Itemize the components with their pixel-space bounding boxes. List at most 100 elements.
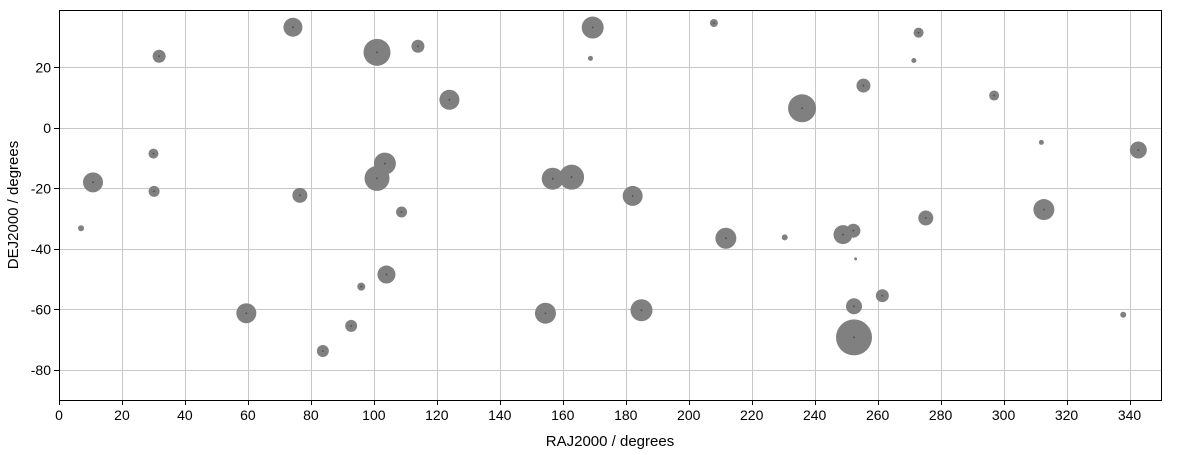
data-point	[411, 39, 425, 53]
x-tick-label: 340	[1118, 407, 1142, 423]
data-point-center	[853, 336, 855, 339]
data-point	[581, 16, 604, 39]
data-point-center	[917, 31, 920, 34]
data-point-center	[376, 177, 378, 180]
data-point	[918, 210, 934, 226]
x-tick-label: 100	[362, 407, 386, 423]
data-point-marker	[1120, 311, 1127, 318]
data-point	[396, 206, 408, 218]
data-point	[630, 299, 653, 322]
data-point-center	[551, 177, 554, 180]
data-point	[541, 167, 564, 190]
data-point	[913, 27, 924, 38]
data-point-center	[713, 22, 715, 24]
data-point	[1120, 311, 1127, 318]
data-point-center	[158, 55, 161, 58]
y-tick-labels: -80 -60 -40 -20 0 20	[31, 59, 59, 378]
data-point	[357, 282, 366, 291]
y-tick-label: -80	[31, 362, 51, 378]
data-point-center	[591, 26, 594, 29]
data-point-center	[853, 305, 855, 308]
data-point-center	[570, 176, 573, 179]
data-point-center	[993, 94, 996, 97]
data-point	[1129, 141, 1147, 159]
data-point-center	[376, 51, 378, 54]
data-point	[236, 303, 257, 324]
data-point	[788, 94, 817, 123]
x-tick-label: 280	[929, 407, 953, 423]
data-point-center	[842, 233, 844, 236]
x-tick-label: 80	[303, 407, 319, 423]
data-point	[152, 49, 166, 63]
data-point-center	[92, 181, 94, 184]
data-point	[846, 223, 861, 238]
data-point-center	[400, 211, 403, 213]
data-point-center	[245, 312, 248, 315]
data-point	[83, 172, 104, 193]
data-point	[1033, 199, 1055, 221]
data-point-center	[360, 285, 363, 288]
data-point-center	[881, 294, 884, 297]
data-point-marker	[1038, 139, 1044, 145]
y-tick-label: -20	[31, 180, 51, 196]
data-point	[377, 265, 396, 284]
data-point	[836, 319, 873, 356]
x-tick-label: 0	[55, 407, 63, 423]
y-tick-label: 0	[43, 120, 51, 136]
data-point-center	[801, 107, 803, 110]
data-point	[292, 187, 308, 203]
y-tick-label: -40	[31, 241, 51, 257]
x-tick-label: 220	[740, 407, 764, 423]
data-point-center	[640, 309, 643, 312]
grid-lines	[59, 10, 1161, 400]
data-point-marker	[781, 234, 788, 241]
y-axis-title: DEJ2000 / degrees	[5, 141, 22, 269]
x-tick-label: 140	[488, 407, 512, 423]
data-point-center	[852, 229, 855, 232]
x-tick-label: 40	[177, 407, 193, 423]
data-point	[345, 319, 358, 332]
x-tick-label: 120	[425, 407, 449, 423]
data-point-marker	[78, 225, 85, 232]
data-point	[854, 257, 858, 261]
data-point	[148, 185, 160, 197]
x-tick-label: 260	[866, 407, 890, 423]
x-tick-label: 20	[114, 407, 130, 423]
x-tick-label: 320	[1055, 407, 1079, 423]
data-point-center	[385, 273, 388, 276]
data-point-center	[631, 195, 634, 197]
data-point-center	[862, 84, 865, 87]
data-point	[316, 345, 329, 358]
data-point	[846, 298, 863, 315]
x-axis-title: RAJ2000 / degrees	[546, 433, 674, 450]
data-point	[559, 164, 585, 190]
data-point-center	[292, 26, 294, 29]
data-point	[622, 185, 643, 206]
data-point	[373, 152, 396, 175]
data-points	[78, 16, 1147, 358]
data-point	[781, 234, 788, 241]
data-point-marker	[854, 257, 858, 261]
data-point	[875, 289, 889, 303]
data-point-center	[350, 325, 353, 327]
x-tick-label: 240	[803, 407, 827, 423]
data-point-center	[298, 194, 301, 197]
data-point	[989, 90, 1000, 101]
plot-frame	[59, 10, 1162, 401]
data-point-center	[383, 162, 386, 165]
data-point-center	[448, 98, 451, 101]
data-point	[587, 55, 593, 61]
x-tick-label: 300	[992, 407, 1016, 423]
data-point	[363, 38, 391, 66]
data-point-center	[544, 312, 547, 315]
data-point	[534, 302, 556, 324]
data-point-center	[1042, 208, 1045, 211]
data-point	[148, 148, 159, 159]
x-tick-labels: 0 20 40 60 80 100 120 140 160 180 200 220 240 260 280 3…	[55, 400, 1141, 423]
data-point	[283, 17, 303, 37]
data-point-marker	[911, 57, 917, 63]
data-point-center	[417, 45, 419, 48]
data-point	[856, 78, 871, 93]
data-point	[78, 225, 85, 232]
